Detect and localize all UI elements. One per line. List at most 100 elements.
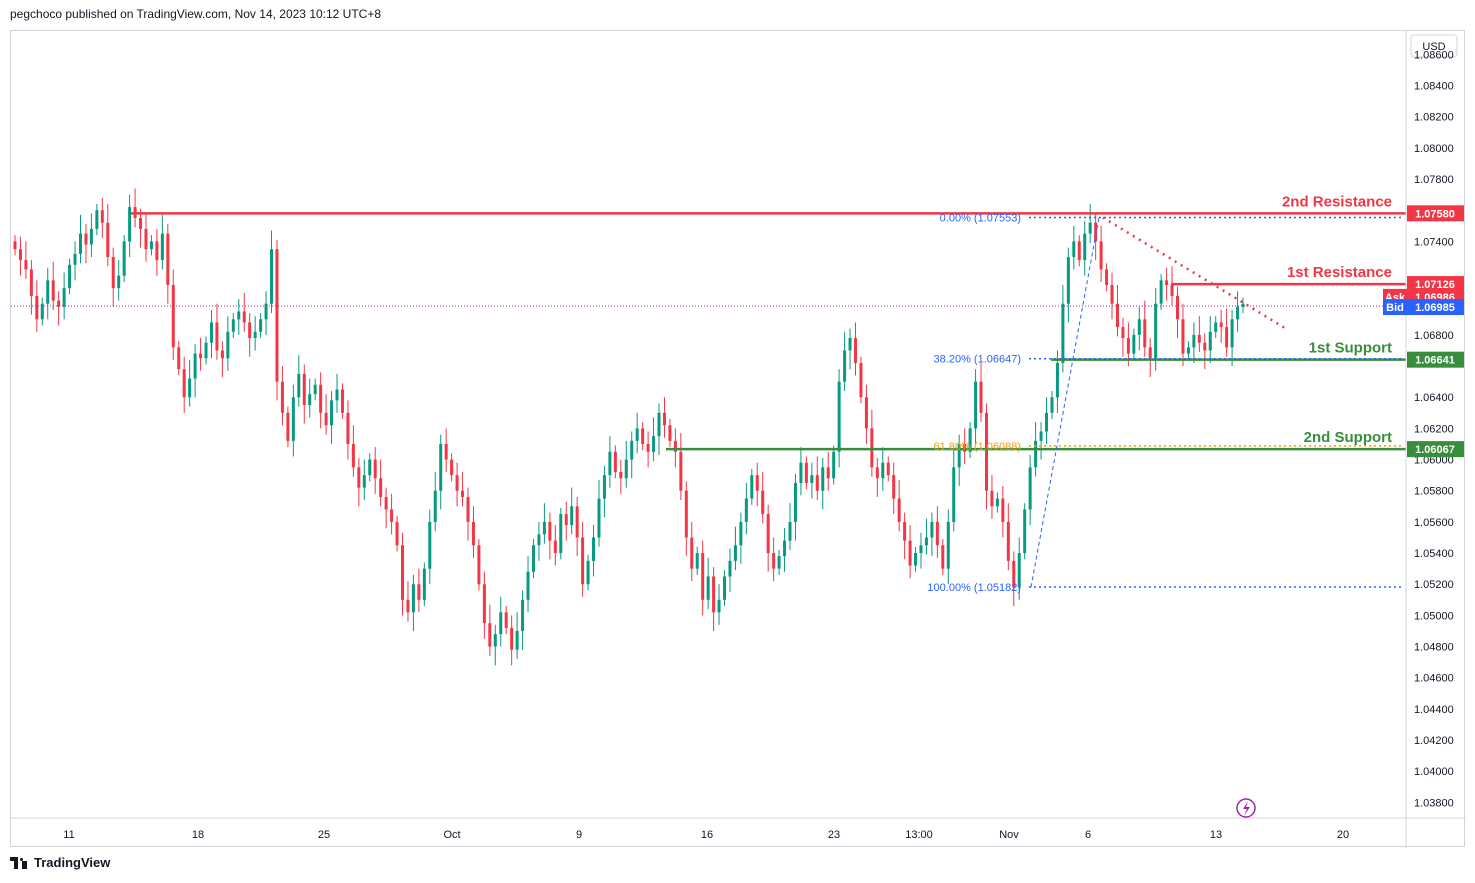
tradingview-logo-text: TradingView: [34, 855, 111, 870]
candle-body: [482, 584, 486, 624]
candle-body: [313, 384, 317, 395]
candle-body: [357, 467, 361, 488]
candle-body: [701, 553, 705, 600]
candle-body: [1236, 306, 1240, 320]
chart-frame[interactable]: 2nd Resistance 1st Resistance 1st Support 2…: [10, 30, 1466, 848]
candle-body: [979, 381, 983, 413]
candle-body: [739, 521, 743, 546]
candle-body: [733, 545, 737, 561]
candle-body: [362, 475, 366, 488]
price-tick-label: 1.06400: [1414, 392, 1454, 404]
candle-body: [559, 514, 563, 554]
candle-body: [717, 599, 721, 613]
candle-body: [553, 540, 557, 554]
candle-body: [18, 249, 22, 261]
candle-body: [613, 451, 617, 473]
time-tick-label: 18: [192, 829, 204, 841]
price-tick-label: 1.08200: [1414, 112, 1454, 124]
price-tick-label: 1.05400: [1414, 548, 1454, 560]
candle-body: [117, 275, 121, 289]
candle-body: [974, 381, 978, 429]
price-chart[interactable]: 2nd Resistance 1st Resistance 1st Support 2…: [11, 31, 1466, 848]
candle-body: [40, 303, 44, 320]
candle-body: [24, 260, 28, 270]
candle-body: [1181, 319, 1185, 354]
price-tick-label: 1.04000: [1414, 766, 1454, 778]
level-label: 1st Support: [1309, 340, 1392, 357]
candle-body: [772, 553, 776, 569]
bid-label: Bid: [1386, 302, 1404, 314]
level-price-tag-text: 1.06641: [1415, 355, 1455, 367]
candle-body: [684, 490, 688, 538]
candle-body: [575, 506, 579, 538]
time-axis[interactable]: 11 18 25 Oct 9 16 23 13:00 Nov 6 13 20: [11, 817, 1466, 841]
candle-body: [1110, 285, 1114, 304]
candle-body: [488, 623, 492, 647]
candle-body: [728, 560, 732, 577]
price-tick-label: 1.04600: [1414, 673, 1454, 685]
candle-body: [515, 630, 519, 650]
price-axis[interactable]: USD 1.08600 1.08400 1.08200 1.08000 1.07800 1…: [1383, 31, 1464, 848]
candle-body: [450, 459, 454, 476]
candle-body: [875, 467, 879, 479]
lightning-icon[interactable]: [1236, 798, 1256, 818]
candle-body: [548, 521, 552, 541]
candle-body: [242, 311, 246, 323]
time-tick-label: 13:00: [905, 829, 933, 841]
candle-body: [1066, 256, 1070, 304]
candle-body: [788, 521, 792, 541]
time-tick-label: 11: [63, 829, 74, 841]
candle-body: [335, 389, 339, 401]
candle-body: [919, 545, 923, 554]
candle-body: [373, 459, 377, 479]
candle-body: [1192, 334, 1196, 348]
candle-body: [1137, 319, 1141, 335]
candle-body: [220, 350, 224, 359]
candle-body: [68, 264, 72, 289]
candle-body: [581, 537, 585, 585]
candle-body: [1121, 327, 1125, 339]
candle-body: [324, 412, 328, 426]
candle-body: [422, 568, 426, 600]
candle-body: [1099, 241, 1103, 270]
candle-body: [755, 475, 759, 491]
time-tick-label: 13: [1210, 829, 1222, 841]
candle-body: [668, 425, 672, 441]
candle-body: [957, 443, 961, 468]
candle-body: [1028, 467, 1032, 510]
candle-body: [761, 490, 765, 515]
candle-body: [264, 303, 268, 320]
candle-body: [166, 233, 170, 286]
candle-body: [144, 228, 148, 250]
candle-body: [662, 412, 666, 426]
price-tick-label: 1.06200: [1414, 423, 1454, 435]
candle-body: [504, 612, 508, 628]
tradingview-logo[interactable]: TradingView: [10, 855, 110, 870]
candle-body: [712, 576, 716, 613]
candle-body: [302, 373, 306, 406]
candle-body: [641, 428, 645, 444]
candle-body: [564, 514, 568, 526]
level-price-tag: [1407, 205, 1464, 222]
candle-body: [1170, 285, 1174, 296]
candle-body: [723, 576, 727, 600]
candle-body: [903, 521, 907, 541]
price-tick-label: 1.07800: [1414, 174, 1454, 186]
candle-body: [542, 521, 546, 535]
price-tick-label: 1.05600: [1414, 517, 1454, 529]
candle-body: [914, 553, 918, 566]
candle-body: [679, 451, 683, 491]
candle-body: [1154, 303, 1158, 359]
candle-body: [122, 241, 126, 276]
candle-layer: [13, 188, 1245, 666]
candle-body: [444, 443, 448, 460]
price-tick-label: 1.06800: [1414, 330, 1454, 342]
candle-body: [1186, 347, 1190, 354]
candle-body: [968, 428, 972, 452]
level-price-tag: [1407, 276, 1464, 293]
candle-body: [1230, 319, 1234, 348]
candle-body: [1045, 412, 1049, 432]
candle-body: [455, 475, 459, 491]
price-tick-label: 1.05800: [1414, 486, 1454, 498]
candle-body: [853, 338, 857, 363]
